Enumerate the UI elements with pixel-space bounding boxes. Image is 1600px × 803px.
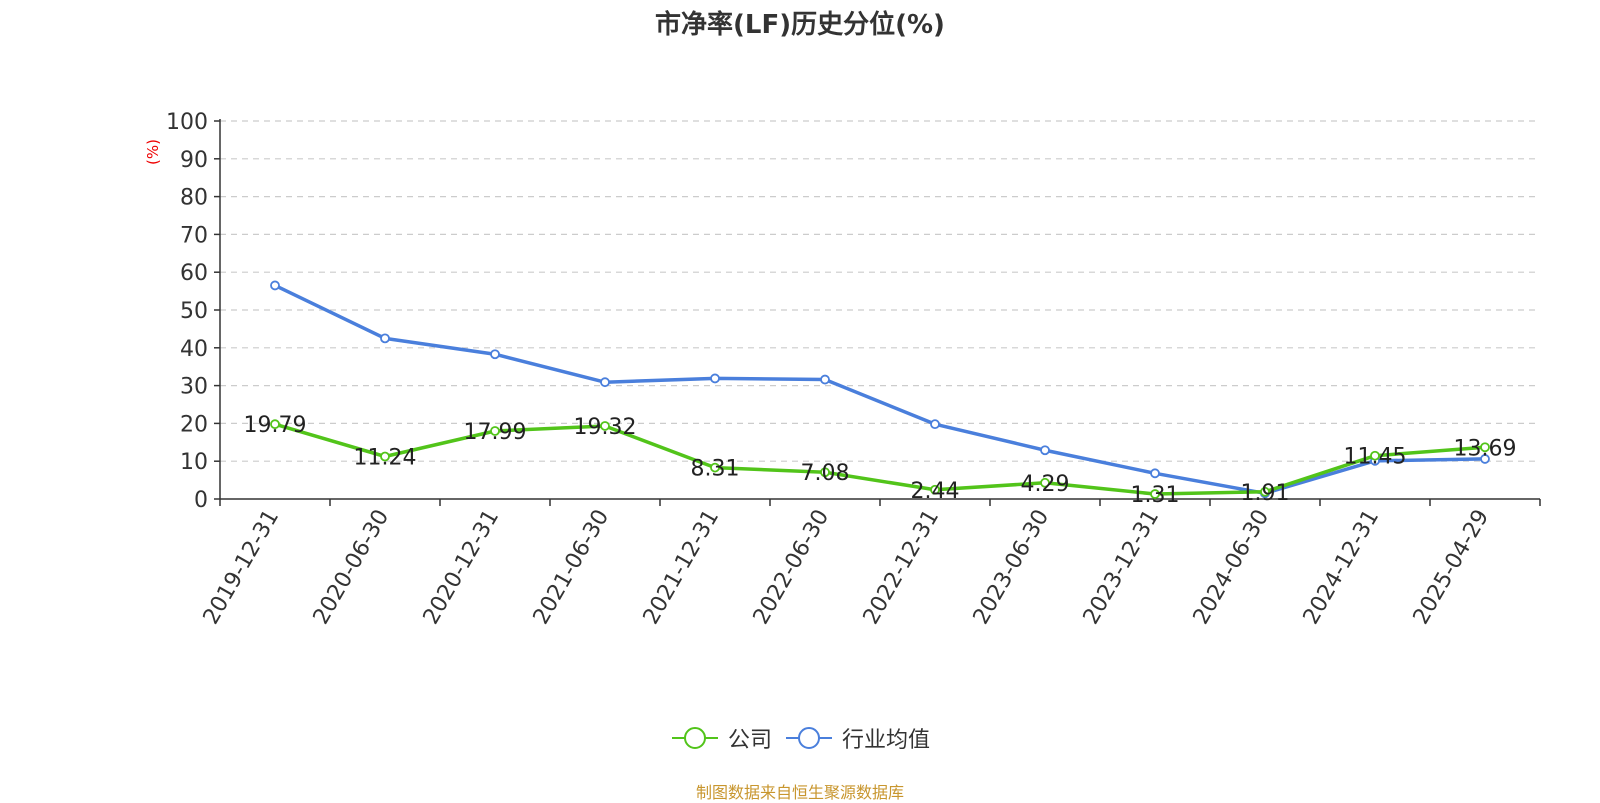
y-tick-label: 70: [180, 223, 208, 248]
data-point: [930, 419, 940, 430]
x-tick-label: 2021-12-31: [639, 506, 725, 629]
series: [270, 280, 1490, 499]
data-point: [1040, 445, 1050, 456]
data-point: [270, 280, 280, 291]
data-point: [930, 484, 940, 495]
data-point: [270, 419, 280, 430]
data-label: 17.99: [464, 420, 527, 445]
x-tick-label: 2024-06-30: [1189, 506, 1275, 629]
data-label: 8.31: [691, 457, 740, 482]
y-tick-label: 0: [194, 488, 208, 513]
x-tick-label: 2023-12-31: [1079, 506, 1165, 629]
data-label: 1.31: [1131, 483, 1180, 508]
x-tick-label: 2019-12-31: [199, 506, 285, 629]
data-label: 13.69: [1454, 436, 1517, 461]
chart-title: 市净率(LF)历史分位(%): [655, 10, 945, 40]
data-point: [600, 421, 610, 431]
data-point: [1040, 477, 1050, 488]
data-point: [710, 462, 720, 473]
data-label: 11.45: [1344, 445, 1407, 470]
data-point: [380, 451, 390, 462]
data-label: 19.79: [244, 413, 307, 438]
x-tick-label: 2022-12-31: [859, 506, 945, 629]
axes: 0 10 20 30 40 50 60 70 80 90 100 2019-12-31 2020-06-…: [166, 110, 1541, 629]
data-point: [490, 426, 500, 436]
data-point: [490, 349, 500, 360]
y-tick-label: 50: [180, 299, 208, 324]
data-label: 11.24: [354, 446, 417, 471]
data-label: 7.08: [801, 461, 850, 486]
data-point: [380, 333, 390, 344]
data-label: 19.32: [574, 415, 637, 440]
y-tick-label: 100: [166, 110, 208, 135]
data-label: 2.44: [911, 479, 960, 504]
y-axis-title: (%): [144, 139, 162, 165]
data-label: 1.91: [1241, 481, 1290, 506]
y-tick-label: 40: [180, 337, 208, 362]
data-point: [1150, 489, 1160, 499]
x-tick-label: 2022-06-30: [749, 506, 835, 629]
x-tick-label: 2024-12-31: [1299, 506, 1385, 629]
data-point: [1370, 450, 1380, 461]
series-line-0: [274, 422, 1486, 496]
source-note: 制图数据来自恒生聚源数据库: [695, 783, 904, 802]
data-point: [1150, 468, 1160, 479]
y-tick-label: 80: [180, 186, 208, 211]
data-label: 4.29: [1021, 472, 1070, 497]
data-point: [820, 467, 830, 478]
legend-marker-icon: [786, 727, 832, 749]
data-point: [600, 377, 610, 388]
data-point: [1480, 454, 1490, 464]
legend-label: 行业均值: [842, 728, 931, 753]
data-point: [710, 373, 720, 384]
data-labels: 19.79 11.24 17.99 19.32 8.31 7.08 2.44 4.29 1.31…: [244, 413, 1517, 508]
x-tick-label: 2025-04-29: [1409, 506, 1495, 629]
data-point: [820, 374, 830, 385]
legend-item[interactable]: 行业均值: [784, 722, 930, 754]
legend: 公司 行业均值: [0, 722, 1600, 757]
y-tick-label: 10: [180, 450, 208, 475]
data-point: [1480, 442, 1490, 453]
y-tick-label: 30: [180, 375, 208, 400]
legend-marker-icon: [671, 727, 718, 749]
y-tick-label: 20: [180, 412, 208, 437]
y-tick-label: 90: [180, 148, 208, 173]
x-tick-label: 2021-06-30: [529, 506, 615, 629]
legend-label: 公司: [727, 728, 772, 753]
legend-item[interactable]: 公司: [670, 722, 772, 754]
x-tick-label: 2023-06-30: [969, 506, 1055, 629]
data-point: [1260, 486, 1270, 497]
series-line-1: [274, 283, 1486, 496]
x-tick-label: 2020-12-31: [419, 506, 505, 629]
x-tick-label: 2020-06-30: [309, 506, 395, 629]
gridlines: [220, 120, 1540, 462]
y-tick-label: 60: [180, 261, 208, 286]
